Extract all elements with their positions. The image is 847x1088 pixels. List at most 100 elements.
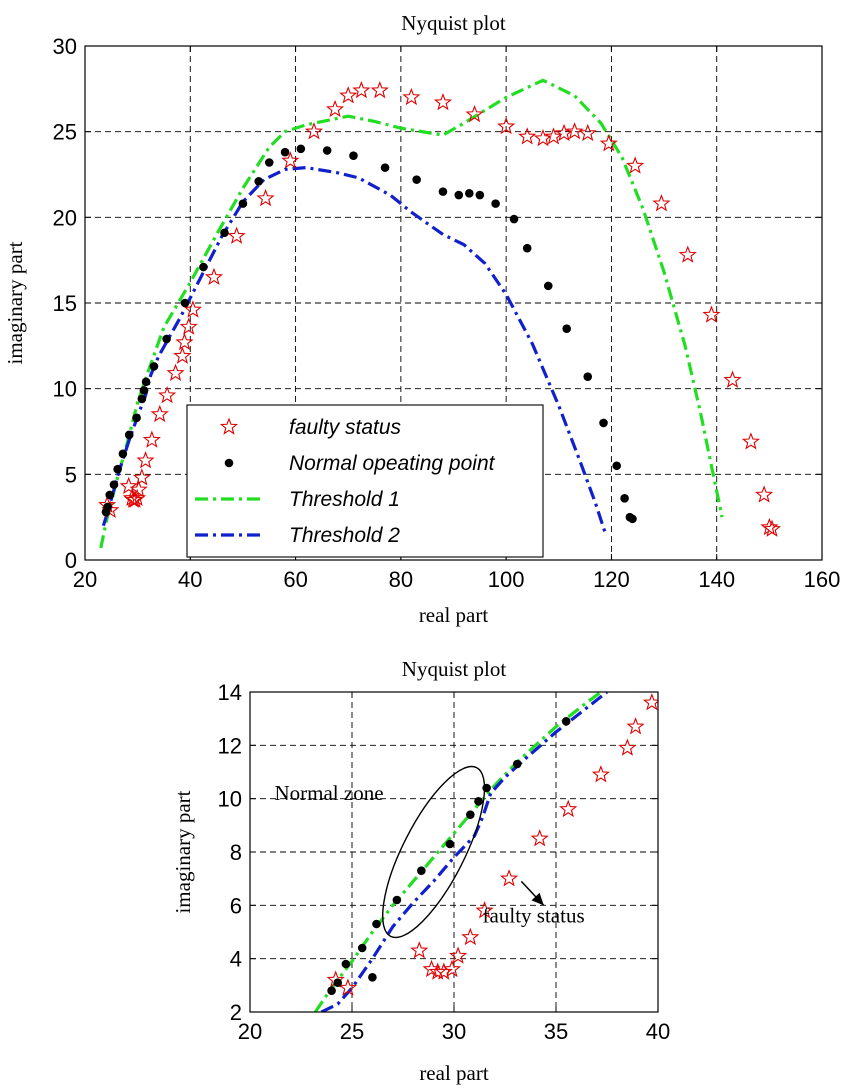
nyquist-plot-bottom: Normal zone faulty status 20 25 30 35 40 2 4 6 8 10… [171,657,676,1085]
legend-entry-label: faulty status [289,416,402,439]
dot-marker [322,146,332,155]
star-marker [428,962,447,980]
x-tick-label: 25 [340,1019,364,1044]
y-axis-label: imaginary part [171,790,195,913]
star-marker [304,122,324,140]
x-tick-label: 20 [73,567,97,592]
y-tick-label: 30 [53,34,77,59]
x-tick-label: 60 [283,567,307,592]
dot-marker [612,461,621,471]
star-marker [618,738,637,756]
star-marker [678,245,697,263]
star-marker [227,226,246,244]
star-marker [591,765,610,783]
dot-marker [333,978,343,987]
star-marker [652,194,671,212]
star-marker [119,476,138,495]
dot-marker [357,943,367,953]
star-marker [559,799,578,818]
star-marker [762,519,782,537]
dot-marker [341,959,351,969]
annotation-faulty-status: faulty status [483,904,585,928]
star-marker [338,978,358,996]
star-marker [533,128,553,147]
dot-marker [599,418,608,428]
chart-title: Nyquist plot [401,11,506,35]
x-tick-label: 140 [698,567,735,592]
chart-title: Nyquist plot [402,657,507,681]
star-marker [422,959,441,978]
y-tick-label: 20 [53,205,77,230]
dot-marker [412,175,421,184]
star-marker [325,99,345,118]
star-marker [599,134,618,152]
star-marker [132,468,151,486]
dot-marker [162,334,171,344]
dot-marker [254,177,264,186]
dot-marker [464,189,474,198]
star-marker [433,92,453,111]
dot-marker [139,386,149,395]
star-marker [448,946,468,964]
dot-marker [349,151,358,160]
star-marker [370,81,389,99]
series-normal-opeating-point [101,144,637,524]
dot-marker [380,163,390,172]
dot-marker [220,228,229,238]
star-marker [175,332,194,351]
star-marker [281,151,300,169]
star-marker [702,305,721,323]
star-marker [410,941,429,959]
star-marker [465,104,484,123]
star-marker [461,927,480,946]
star-marker [642,693,658,711]
x-tick-label: 20 [238,1019,262,1044]
y-tick-label: 10 [218,787,242,812]
y-tick-label: 5 [65,462,77,487]
dot-marker [137,394,147,404]
y-tick-label: 6 [230,893,242,918]
y-tick-label: 14 [218,680,242,705]
x-tick-label: 160 [804,567,841,592]
star-marker [179,317,198,335]
plot-area [313,668,676,1012]
star-marker [499,869,519,887]
dot-marker [392,895,402,905]
dot-marker [583,372,593,381]
star-marker [626,717,645,735]
dot-marker [512,759,522,769]
star-marker [204,267,224,286]
series-normal-opeating-point [327,717,571,995]
star-marker [565,122,584,140]
y-tick-label: 4 [230,947,242,972]
dot-marker [238,199,248,208]
x-tick-label: 30 [442,1019,466,1044]
x-tick-label: 40 [646,1019,670,1044]
star-marker [661,668,676,682]
star-marker [760,517,779,536]
series-line-threshold-2 [320,692,608,1012]
series-faulty-status [98,81,782,537]
legend-box [186,404,544,558]
star-marker [530,829,549,847]
dot-marker [628,514,637,524]
ticks: 20 40 60 80 100 120 140 160 0 5 10 15 20 25 30 [53,34,841,592]
dot-marker [113,464,122,474]
nyquist-plot-top: 20 40 60 80 100 120 140 160 0 5 10 15 20 25 30 Nyquist … [3,11,840,627]
dot-marker [561,717,571,726]
dot-marker [124,430,134,440]
y-tick-label: 2 [230,1000,242,1025]
dot-marker [118,449,128,459]
dot-marker [509,214,519,224]
y-tick-label: 15 [53,291,77,316]
star-marker [626,156,645,174]
plot-area [98,78,782,549]
dot-marker [445,839,455,849]
star-marker [554,123,574,142]
star-marker [166,363,185,381]
star-marker [741,432,761,450]
dot-marker [109,480,119,489]
star-marker [339,86,358,104]
y-tick-label: 25 [53,120,77,145]
